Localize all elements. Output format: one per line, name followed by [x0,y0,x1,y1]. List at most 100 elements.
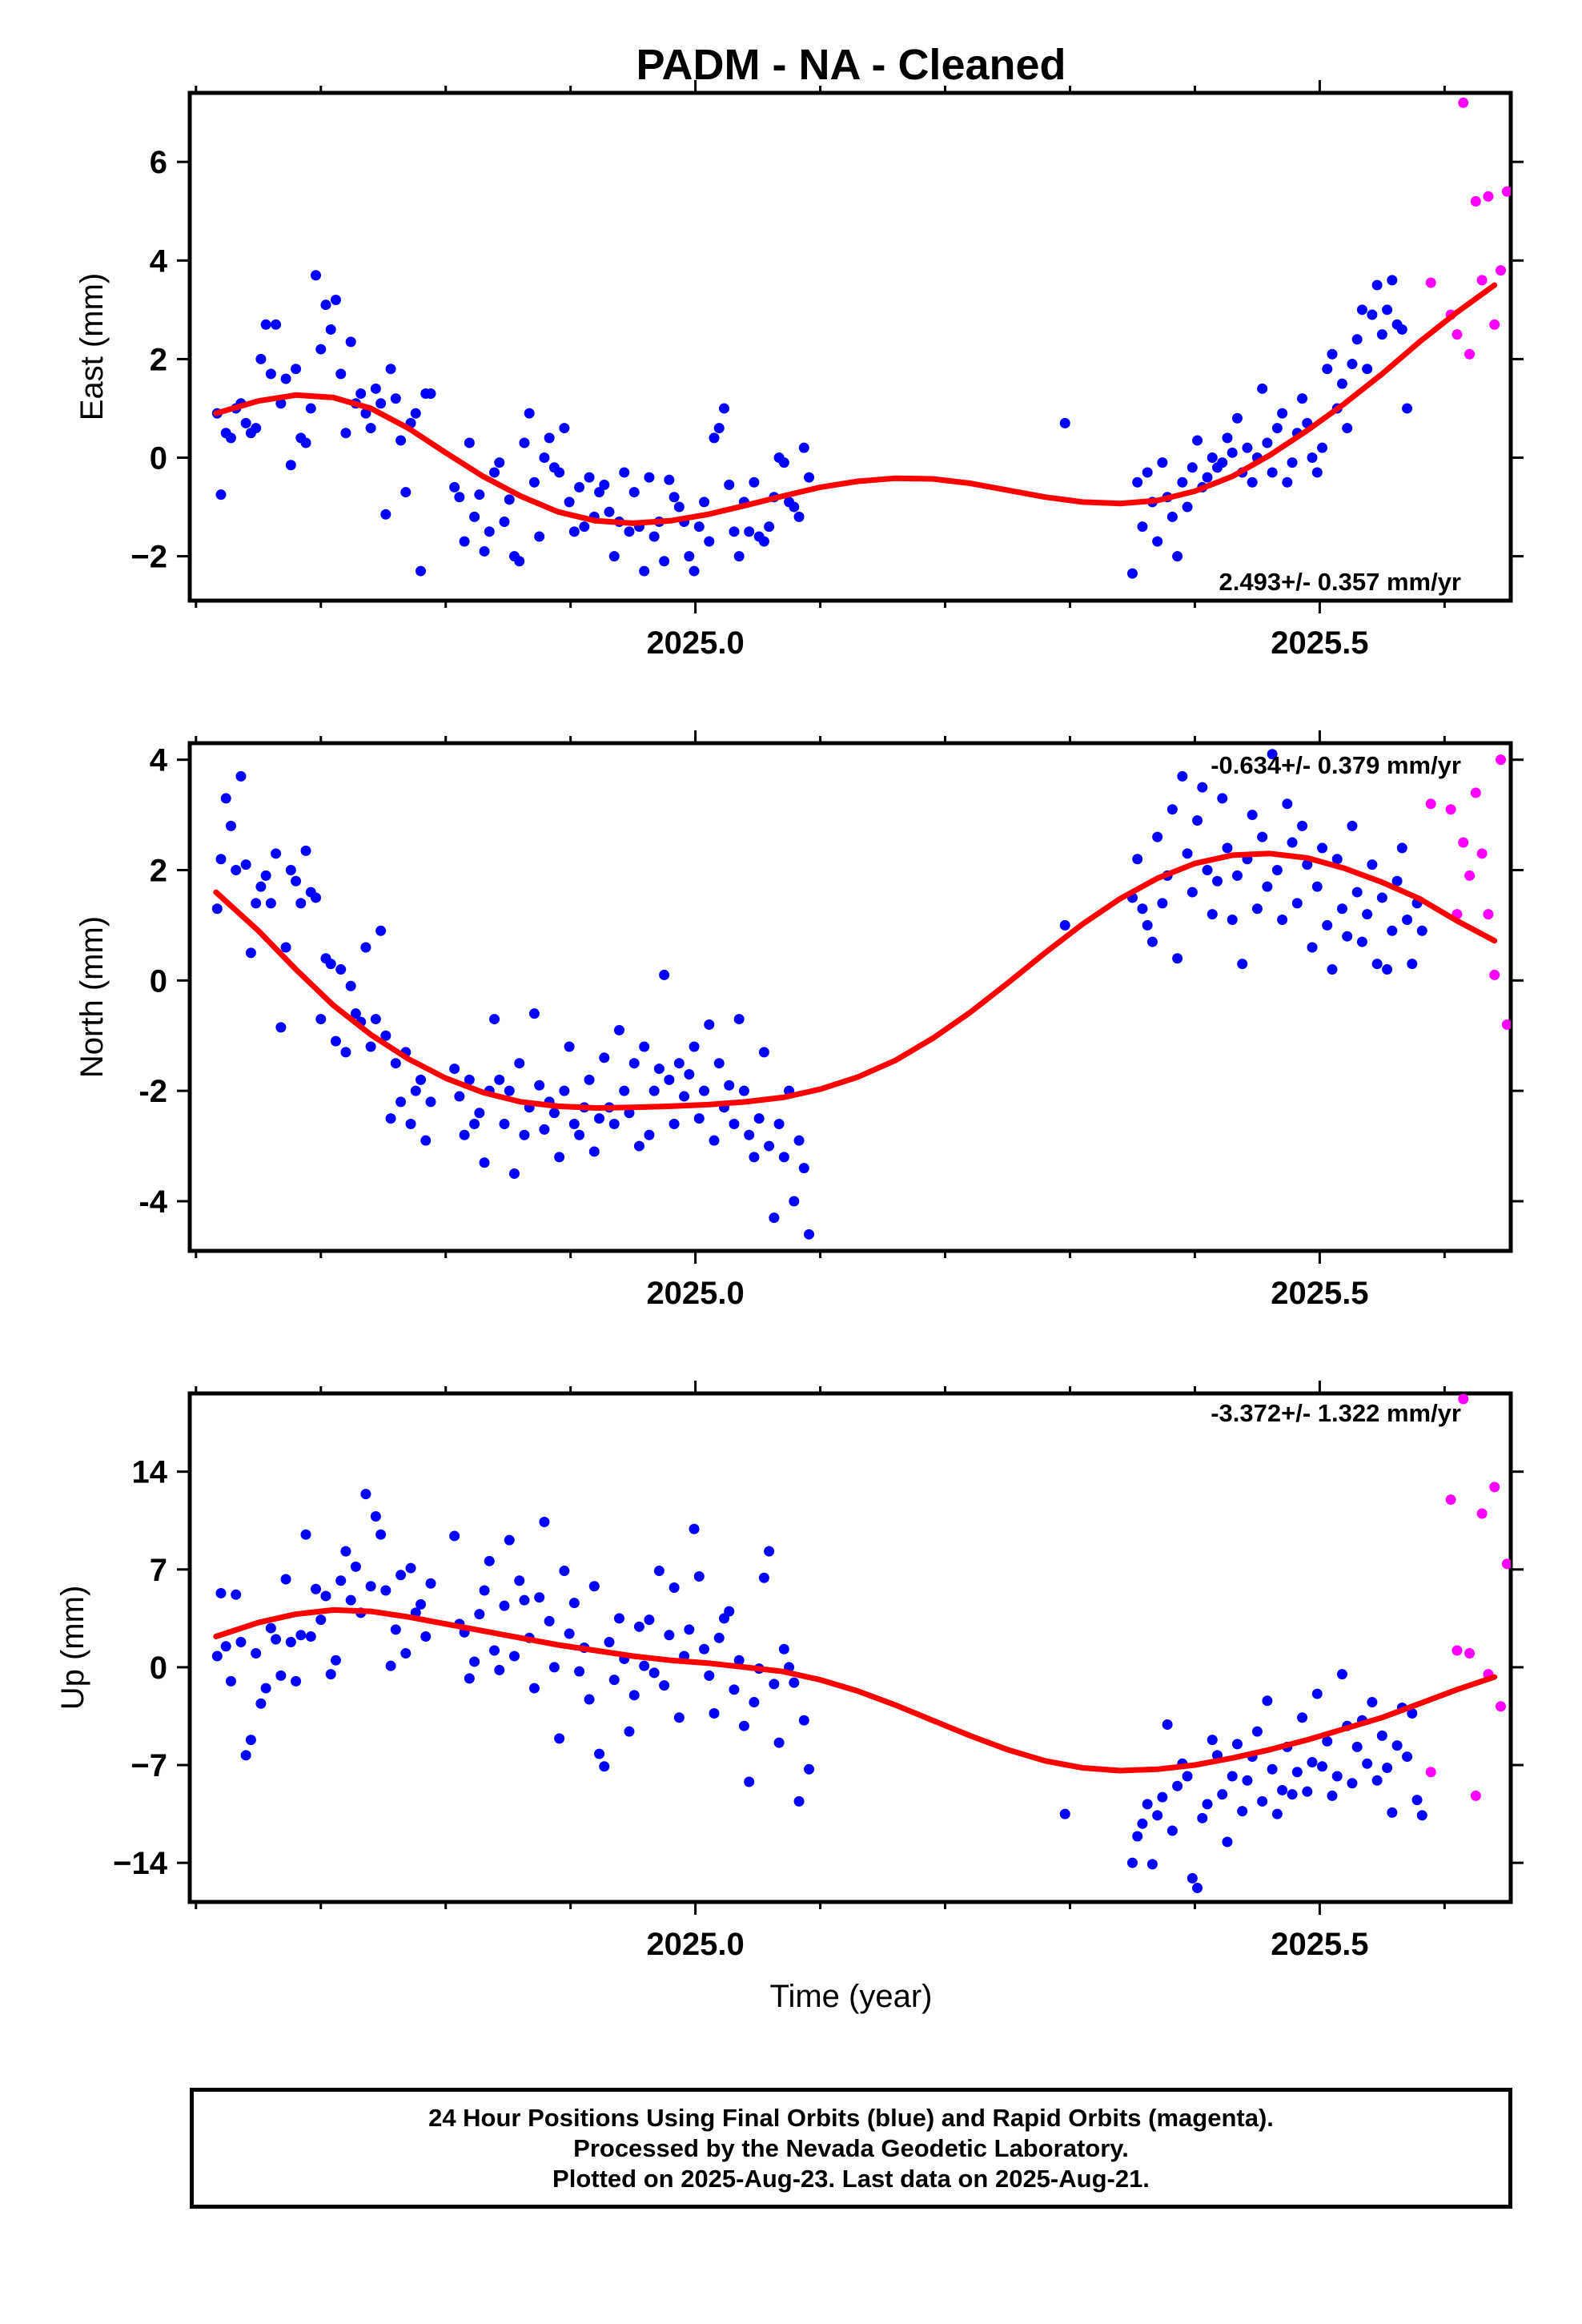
east-final-point [1277,408,1288,419]
east-final-point [390,393,401,404]
east-final-point [669,492,680,503]
east-final-point [758,536,769,547]
north-final-point [1172,953,1183,964]
north-final-point [1237,959,1248,970]
east-final-point [804,472,815,483]
north-final-point [1331,854,1343,865]
up-final-point [260,1683,271,1694]
up-final-point [793,1795,805,1807]
north-final-point [1231,870,1243,881]
east-final-point [1327,348,1338,360]
east-final-point [454,492,465,503]
up-final-point [499,1600,510,1611]
north-final-point [1282,798,1293,810]
east-final-point [1172,551,1183,562]
north-final-point [619,1085,630,1096]
north-final-point [1396,842,1407,854]
north-final-point [778,1152,789,1163]
north-final-point [220,793,231,804]
up-final-point [514,1575,525,1586]
north-final-point [1192,814,1203,826]
east-final-point [251,423,262,434]
east-rapid-point [1489,319,1500,330]
north-final-point [454,1091,465,1102]
north-final-point [1262,881,1273,892]
north-final-point [773,1119,785,1129]
east-final-point [568,526,580,537]
up-final-point [584,1694,595,1705]
north-final-point [464,1074,475,1085]
east-y-tick-label: 6 [150,145,167,180]
east-final-point [699,497,710,508]
north-final-point [793,1135,805,1146]
caption-line-3: Plotted on 2025-Aug-23. Last data on 202… [552,2164,1150,2193]
east-final-point [1356,304,1367,316]
east-final-point [1152,536,1163,547]
north-final-point [534,1080,545,1091]
north-final-point [738,1085,749,1096]
north-final-point [1186,887,1198,898]
up-final-point [773,1737,785,1748]
east-rapid-point [1483,191,1494,202]
up-final-point [1307,1757,1318,1768]
north-final-point [548,1108,560,1119]
up-final-point [315,1614,327,1626]
east-final-point [1267,467,1278,478]
north-rapid-point [1489,969,1500,980]
north-panel: 2025.0 2025.5 -4 -2 0 2 4 North (mm) -0.634+/- 0… [74,730,1524,1311]
up-final-point [240,1750,251,1761]
north-final-point [1311,881,1323,892]
up-final-point [396,1570,407,1581]
up-rapid-point [1464,1647,1476,1659]
north-final-point [1327,964,1338,975]
up-rapid-point [1445,1494,1456,1506]
up-final-point [449,1530,460,1542]
north-final-point [255,881,267,892]
east-final-point [400,487,412,498]
north-final-point [508,1168,520,1180]
north-final-point [1407,959,1418,970]
up-final-point [345,1594,356,1606]
north-rapid-point [1501,1019,1511,1030]
north-final-point [1376,892,1387,903]
caption-line-1: 24 Hour Positions Using Final Orbits (bl… [428,2103,1274,2132]
north-final-point [594,1113,605,1124]
up-final-point [1237,1806,1248,1817]
north-final-point [335,964,347,975]
up-final-point [724,1606,735,1617]
north-final-point [1356,936,1367,947]
up-data-area [211,1393,1511,1894]
north-rapid-point [1464,870,1476,881]
plot-panels: 2025.0 2025.5 −2 0 2 4 6 East (mm) 2.493+/- 0.35… [55,80,1524,1962]
north-final-point [733,1014,745,1025]
north-final-point [390,1058,401,1069]
north-final-point [225,820,236,831]
up-rapid-point [1489,1482,1500,1493]
east-final-point [789,501,800,513]
up-final-point [534,1592,545,1603]
east-final-point [1142,467,1153,478]
east-rapid-point [1452,329,1463,340]
east-final-point [325,324,336,335]
east-final-point [713,423,725,434]
north-final-point [1367,859,1378,870]
up-rapid-point [1470,1790,1481,1801]
east-final-point [709,432,720,444]
north-final-point [285,865,296,875]
up-final-point [425,1578,436,1589]
east-final-point [793,511,805,522]
east-final-point [499,517,510,528]
north-final-point [653,1063,665,1075]
east-final-point [300,437,311,448]
up-panel: 2025.0 2025.5 −14 −7 0 7 14 Up (mm) -3.372+/- 1.… [55,1381,1524,1962]
up-final-point [285,1637,296,1648]
up-final-point [574,1666,585,1677]
up-final-point [733,1655,745,1666]
east-final-point [275,398,287,409]
up-final-point [504,1534,515,1546]
up-final-point [1146,1859,1158,1870]
up-final-point [1311,1688,1323,1699]
north-final-point [704,1019,715,1030]
north-final-point [1251,903,1263,915]
up-final-point [370,1511,381,1522]
